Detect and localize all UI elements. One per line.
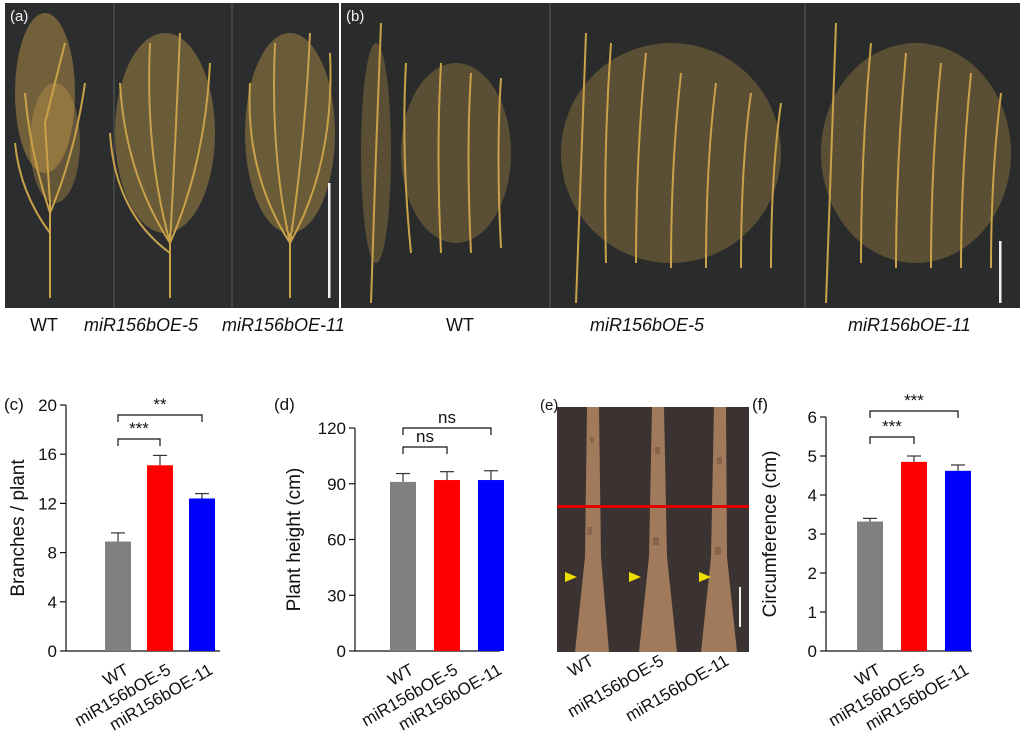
panel-a-label-oe5: miR156bOE-5 <box>84 315 199 335</box>
y-tick-label: 12 <box>38 494 57 513</box>
panel-b-plants-image <box>341 3 1020 308</box>
panel-a-photo: (a) <box>5 3 339 308</box>
bar-miR156bOE-11 <box>189 498 215 651</box>
significance-label: *** <box>129 419 149 438</box>
y-tick-label: 6 <box>808 408 817 427</box>
significance-bracket <box>402 446 448 454</box>
bar-miR156bOE-5 <box>434 480 460 651</box>
scale-bar-b <box>999 241 1002 303</box>
panel-e-photo <box>557 407 749 652</box>
y-tick-label: 4 <box>808 486 817 505</box>
bar-miR156bOE-5 <box>901 461 927 651</box>
y-tick-label: 8 <box>48 544 57 563</box>
significance-bracket <box>869 410 959 418</box>
panel-letter: (d) <box>274 395 295 414</box>
y-axis-title: Circumference (cm) <box>760 451 781 618</box>
y-tick-label: 60 <box>327 531 346 550</box>
y-tick-label: 2 <box>808 564 817 583</box>
panel-b-label-oe5: miR156bOE-5 <box>590 315 705 335</box>
significance-label: ns <box>438 408 456 427</box>
bar-miR156bOE-5 <box>147 465 173 651</box>
bar-WT <box>857 521 883 651</box>
y-tick-label: 30 <box>327 586 346 605</box>
panel-b-label-oe11: miR156bOE-11 <box>848 315 971 335</box>
y-tick-label: 0 <box>808 642 817 661</box>
y-axis-title: Plant height (cm) <box>284 468 305 612</box>
y-tick-label: 1 <box>808 603 817 622</box>
panel-a-label-oe11: miR156bOE-11 <box>222 315 345 335</box>
significance-bracket <box>402 427 492 435</box>
y-tick-label: 4 <box>48 593 57 612</box>
panel-a-plants-image <box>5 3 339 308</box>
panel-e-label-WT: WT <box>565 651 597 681</box>
significance-bracket <box>869 436 915 444</box>
y-tick-label: 20 <box>38 396 57 415</box>
panel-letter: (f) <box>752 395 768 414</box>
bar-miR156bOE-11 <box>478 480 504 651</box>
significance-bracket <box>117 414 203 422</box>
significance-label: *** <box>904 391 924 410</box>
arrowhead-wt <box>565 572 577 582</box>
panel-b-letter: (b) <box>346 8 365 25</box>
y-tick-label: 120 <box>318 419 346 438</box>
y-tick-label: 5 <box>808 447 817 466</box>
y-tick-label: 90 <box>327 475 346 494</box>
panel-b-label-wt: WT <box>446 315 474 335</box>
arrowhead-oe11 <box>699 572 711 582</box>
arrowhead-oe5 <box>629 572 641 582</box>
bar-WT <box>390 481 416 651</box>
bar-miR156bOE-11 <box>945 470 971 651</box>
scale-bar-a <box>328 183 331 298</box>
panel-a-label-wt: WT <box>30 315 58 335</box>
panel-a-letter: (a) <box>10 8 29 25</box>
significance-bracket <box>117 438 161 446</box>
significance-label: *** <box>882 417 902 436</box>
significance-label: ns <box>416 427 434 446</box>
significance-label: ** <box>153 395 167 414</box>
panel-e-letter: (e) <box>540 397 559 414</box>
y-tick-label: 3 <box>808 525 817 544</box>
y-axis-title: Branches / plant <box>8 459 29 597</box>
scale-bar-e <box>739 587 741 627</box>
bar-WT <box>105 541 131 651</box>
panel-b-photo: (b) <box>341 3 1020 308</box>
cut-line <box>557 505 749 508</box>
panel-letter: (c) <box>4 395 24 414</box>
panel-e-stems-image <box>557 407 749 652</box>
y-tick-label: 0 <box>337 642 346 661</box>
y-tick-label: 0 <box>48 642 57 661</box>
y-tick-label: 16 <box>38 445 57 464</box>
